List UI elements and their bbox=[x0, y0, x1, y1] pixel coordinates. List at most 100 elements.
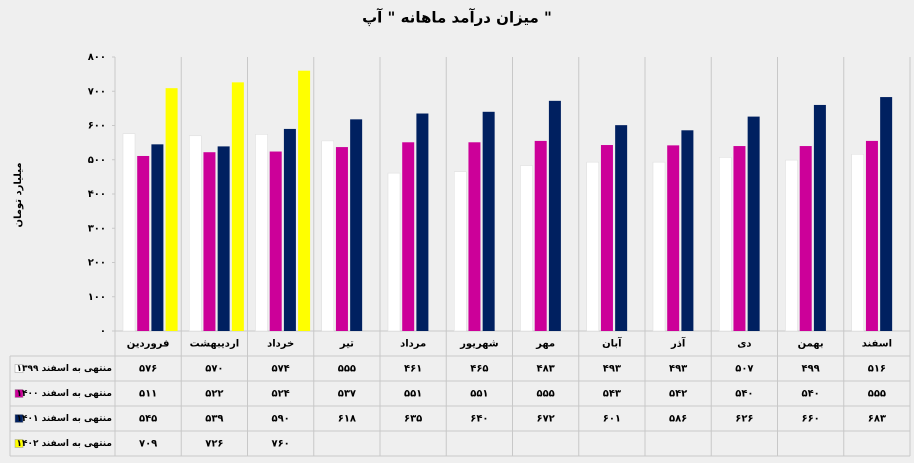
bar bbox=[600, 145, 613, 331]
data-label: ۵۵۱ bbox=[470, 389, 488, 400]
bar bbox=[454, 171, 467, 332]
y-tick-label: ۲۰۰ bbox=[88, 258, 106, 269]
data-label: ۶۴۰ bbox=[470, 414, 488, 425]
bar bbox=[681, 130, 694, 331]
data-label: ۷۶۰ bbox=[271, 439, 289, 450]
data-label: ۵۵۵ bbox=[536, 389, 554, 400]
data-label: ۴۹۳ bbox=[669, 364, 687, 375]
bar bbox=[137, 155, 150, 331]
bar bbox=[416, 113, 429, 331]
data-label: ۴۹۳ bbox=[603, 364, 621, 375]
bar bbox=[387, 172, 401, 332]
bar bbox=[615, 125, 628, 331]
data-label: ۵۴۵ bbox=[139, 414, 157, 425]
data-label: ۵۷۴ bbox=[271, 364, 289, 375]
bar bbox=[733, 146, 746, 331]
bar bbox=[548, 100, 561, 331]
bar bbox=[321, 140, 334, 332]
data-label: ۵۴۰ bbox=[735, 389, 753, 400]
bar bbox=[799, 146, 812, 331]
bar bbox=[652, 161, 666, 332]
bar bbox=[217, 146, 230, 331]
bar bbox=[231, 82, 244, 331]
legend-label: منتهی به اسفند ۱۴۰۱ bbox=[17, 414, 112, 424]
data-label: ۶۷۲ bbox=[536, 414, 554, 425]
data-label: ۶۶۰ bbox=[801, 414, 819, 425]
x-tick-label: تیر bbox=[339, 339, 354, 350]
data-label: ۵۴۲ bbox=[669, 389, 687, 400]
bar bbox=[298, 70, 311, 331]
data-label: ۶۲۶ bbox=[735, 414, 753, 425]
data-label: ۴۹۹ bbox=[801, 364, 819, 375]
x-tick-label: مرداد bbox=[400, 339, 426, 350]
legend-swatch bbox=[14, 439, 24, 448]
y-tick-label: ۳۰۰ bbox=[88, 223, 106, 234]
bar bbox=[189, 135, 202, 332]
x-tick-label: فروردین bbox=[127, 339, 170, 350]
data-label: ۵۰۷ bbox=[735, 364, 753, 375]
bar bbox=[402, 142, 415, 331]
data-label: ۴۶۱ bbox=[404, 364, 422, 375]
data-label: ۵۷۶ bbox=[139, 364, 157, 375]
data-label: ۷۲۶ bbox=[205, 439, 223, 450]
bar bbox=[880, 97, 893, 331]
x-tick-label: اردیبهشت bbox=[190, 339, 240, 350]
bar bbox=[255, 134, 268, 332]
x-tick-label: آبان bbox=[602, 337, 622, 350]
bar bbox=[335, 147, 348, 331]
data-label: ۵۵۱ bbox=[404, 389, 422, 400]
bar bbox=[813, 104, 826, 331]
bar bbox=[586, 161, 599, 332]
legend-label: منتهی به اسفند ۱۳۹۹ bbox=[17, 364, 112, 374]
y-axis-label: میلیارد تومان bbox=[13, 162, 24, 227]
x-tick-label: آذر bbox=[670, 337, 686, 350]
legend-label: منتهی به اسفند ۱۴۰۰ bbox=[17, 389, 112, 399]
data-label: ۵۳۷ bbox=[338, 389, 356, 400]
x-tick-label: خرداد bbox=[267, 339, 294, 350]
legend-swatch bbox=[14, 364, 24, 373]
bar bbox=[667, 145, 680, 331]
y-tick-label: ۶۰۰ bbox=[88, 121, 106, 132]
bar bbox=[122, 133, 136, 332]
bar bbox=[165, 88, 178, 331]
bar bbox=[785, 159, 798, 332]
bar bbox=[520, 165, 533, 332]
x-tick-label: مهر bbox=[535, 339, 555, 350]
bar bbox=[865, 140, 878, 331]
y-tick-label: ۱۰۰ bbox=[88, 292, 106, 303]
bar bbox=[482, 111, 495, 331]
bar bbox=[269, 151, 282, 331]
data-label: ۵۳۹ bbox=[205, 414, 223, 425]
y-tick-label: ۷۰۰ bbox=[88, 86, 106, 97]
data-label: ۵۵۵ bbox=[338, 364, 356, 375]
data-label: ۴۶۵ bbox=[470, 364, 488, 375]
data-label: ۵۱۶ bbox=[868, 364, 886, 375]
bar bbox=[283, 128, 296, 331]
data-label: ۶۳۵ bbox=[404, 414, 422, 425]
bar bbox=[151, 144, 164, 331]
data-label: ۵۴۳ bbox=[603, 389, 621, 400]
x-tick-label: دی bbox=[737, 339, 751, 350]
x-tick-label: شهریور bbox=[459, 339, 499, 350]
data-label: ۵۲۲ bbox=[205, 389, 223, 400]
bar bbox=[747, 116, 760, 331]
y-tick-label: ۸۰۰ bbox=[88, 52, 106, 63]
y-tick-label: ۰ bbox=[100, 326, 106, 337]
bar bbox=[350, 119, 363, 332]
data-label: ۵۷۰ bbox=[205, 364, 223, 375]
chart-title: میزان درآمد ماهانه " آپ " bbox=[362, 9, 552, 27]
data-label: ۴۸۳ bbox=[536, 364, 554, 375]
y-tick-label: ۵۰۰ bbox=[88, 155, 106, 166]
bar bbox=[534, 140, 547, 331]
bar bbox=[468, 142, 481, 331]
data-label: ۵۸۶ bbox=[669, 414, 687, 425]
data-label: ۵۵۵ bbox=[868, 389, 886, 400]
bar bbox=[203, 152, 216, 331]
data-label: ۵۹۰ bbox=[271, 414, 289, 425]
x-tick-label: اسفند bbox=[862, 339, 892, 350]
bar bbox=[851, 154, 864, 332]
data-label: ۶۱۸ bbox=[338, 414, 356, 425]
data-label: ۶۸۳ bbox=[868, 414, 886, 425]
data-label: ۷۰۹ bbox=[139, 439, 157, 450]
